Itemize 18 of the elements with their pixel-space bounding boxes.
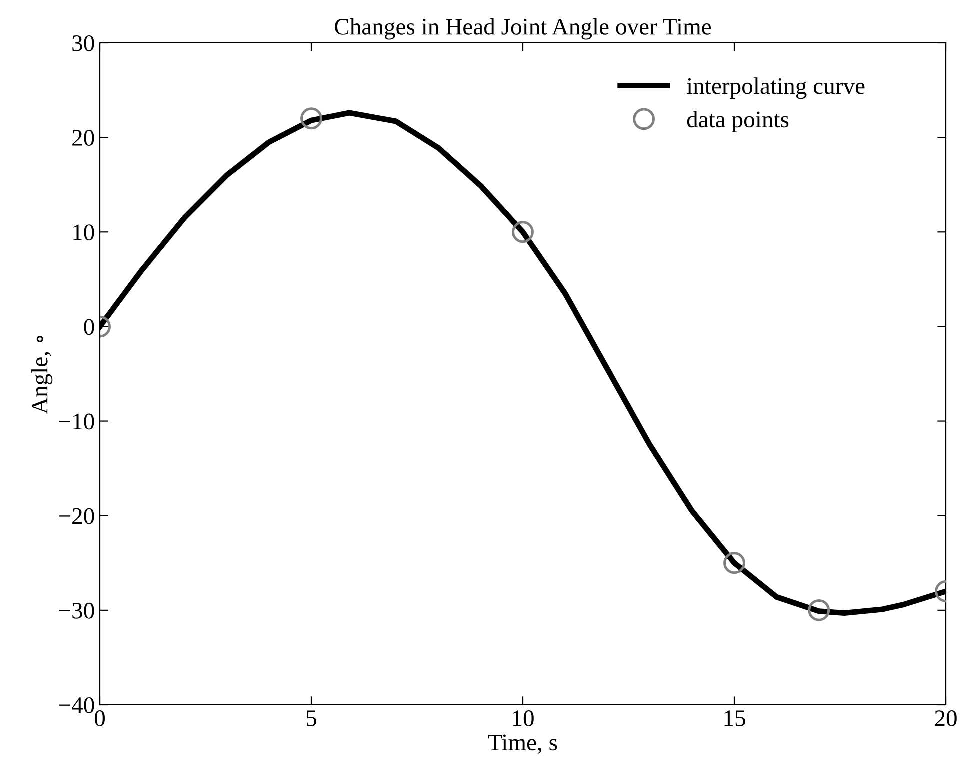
chart-title: Changes in Head Joint Angle over Time — [335, 18, 712, 40]
legend-label: data points — [687, 111, 789, 132]
x-tick-label: 5 — [306, 710, 316, 726]
y-tick-label: −40 — [59, 697, 94, 714]
x-axis-title: Time, s — [488, 734, 558, 754]
y-tick-label: −20 — [59, 508, 94, 524]
y-axis-title: Angle, ∘ — [31, 336, 53, 414]
y-tick-label: 0 — [84, 319, 94, 336]
legend-label: interpolating curve — [687, 78, 865, 100]
y-tick-label: 20 — [72, 130, 94, 146]
y-tick-label: 10 — [74, 224, 94, 241]
x-tick-label: 0 — [94, 710, 106, 726]
y-tick-label: −10 — [59, 414, 94, 430]
x-tick-label: 15 — [724, 710, 746, 726]
y-tick-label: −30 — [59, 602, 94, 619]
y-tick-label: 30 — [72, 35, 94, 52]
x-tick-label: 20 — [935, 710, 957, 726]
x-tick-label: 10 — [513, 710, 534, 726]
